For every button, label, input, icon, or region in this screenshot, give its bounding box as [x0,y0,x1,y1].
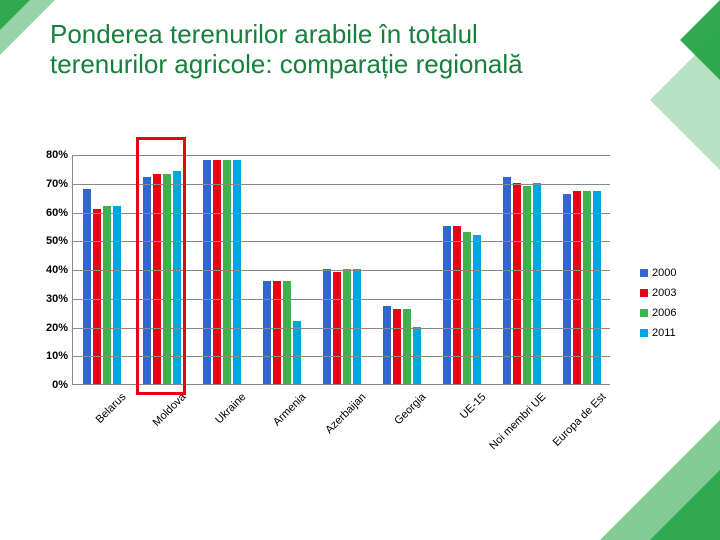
legend-label: 2003 [652,287,676,299]
y-axis-label: 30% [30,293,68,305]
y-axis-label: 40% [30,264,68,276]
bar [393,309,401,384]
bar [523,186,531,384]
legend-item: 2003 [640,287,676,299]
bar [113,206,121,384]
bar [83,189,91,385]
bar [473,235,481,385]
bar-chart: 0%10%20%30%40%50%60%70%80% BelarusMoldov… [30,155,610,465]
slide-title: Ponderea terenurilor arabile în totalul … [50,20,530,80]
bar [103,206,111,384]
y-axis-label: 0% [30,379,68,391]
legend-swatch [640,289,648,297]
legend-label: 2011 [652,327,676,339]
legend-label: 2006 [652,307,676,319]
bar [203,160,211,384]
legend: 2000 2003 2006 2011 [640,267,676,347]
legend-label: 2000 [652,267,676,279]
deco-triangle [650,30,720,170]
bar [293,321,301,384]
y-axis-label: 20% [30,322,68,334]
deco-triangle [0,0,55,55]
y-axis-label: 70% [30,178,68,190]
bar [213,160,221,384]
bar [583,191,591,384]
bar [403,309,411,384]
bar [283,281,291,385]
bar [223,160,231,384]
bar [573,191,581,384]
y-axis-label: 60% [30,207,68,219]
legend-swatch [640,309,648,317]
legend-swatch [640,269,648,277]
bar [263,281,271,385]
bar [593,191,601,384]
y-axis-label: 10% [30,350,68,362]
bar [503,177,511,384]
bar [413,327,421,385]
bar [463,232,471,384]
legend-swatch [640,329,648,337]
bar [233,160,241,384]
deco-triangle [650,470,720,540]
legend-item: 2000 [640,267,676,279]
bar [353,269,361,384]
bar [453,226,461,384]
y-axis-label: 50% [30,235,68,247]
bar [93,209,101,384]
highlight-box [136,137,186,395]
bar [383,306,391,384]
legend-item: 2011 [640,327,676,339]
bar [273,281,281,385]
bar [443,226,451,384]
legend-item: 2006 [640,307,676,319]
bar [323,269,331,384]
bar [343,269,351,384]
slide: Ponderea terenurilor arabile în totalul … [0,0,720,540]
y-axis-label: 80% [30,149,68,161]
